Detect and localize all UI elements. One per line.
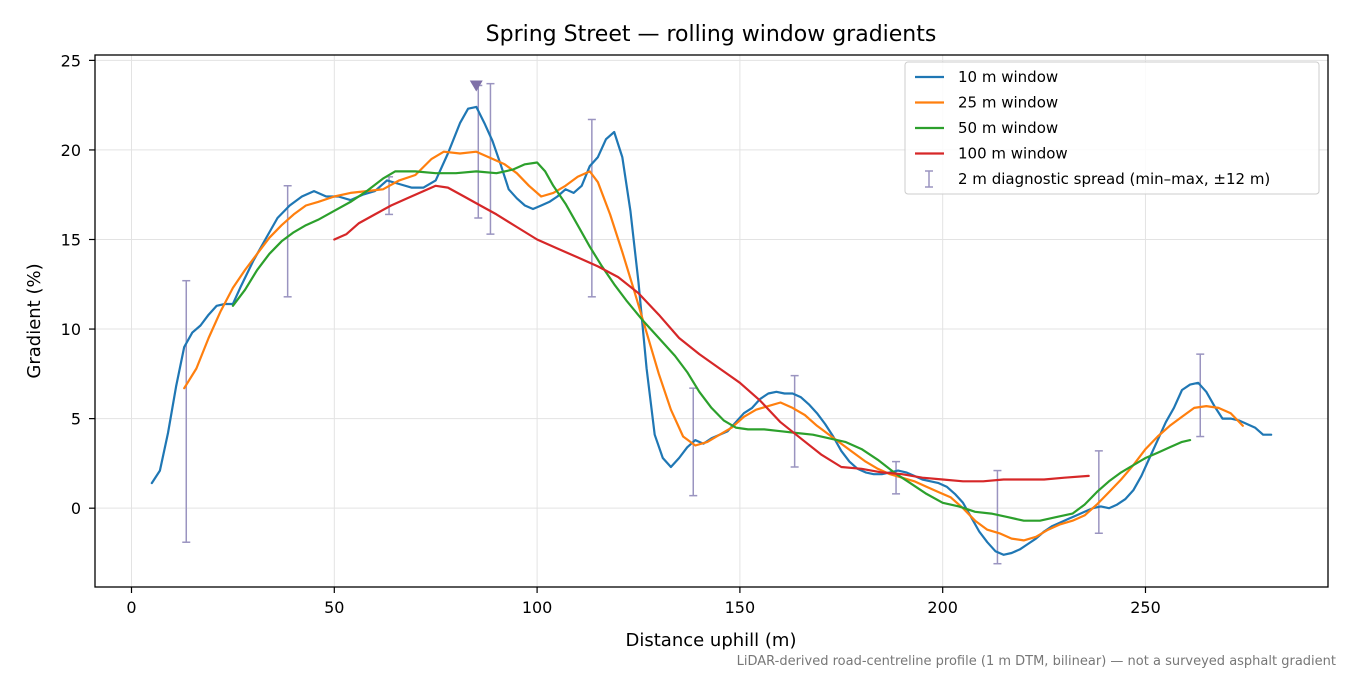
error-bar bbox=[790, 374, 799, 468]
error-bar bbox=[1094, 450, 1103, 535]
x-tick-label: 200 bbox=[927, 598, 958, 617]
y-axis-label: Gradient (%) bbox=[24, 263, 45, 378]
y-tick-label: 0 bbox=[71, 499, 81, 518]
error-bar bbox=[587, 118, 596, 298]
peak-marker bbox=[469, 80, 483, 92]
x-tick-label: 250 bbox=[1130, 598, 1161, 617]
series-line-1 bbox=[150, 105, 1273, 556]
x-tick-label: 50 bbox=[324, 598, 344, 617]
x-tick-label: 150 bbox=[725, 598, 756, 617]
legend-entry-label: 2 m diagnostic spread (min–max, ±12 m) bbox=[958, 170, 1270, 188]
error-bar bbox=[993, 469, 1002, 565]
error-bar bbox=[283, 185, 292, 298]
y-tick-label: 20 bbox=[61, 141, 81, 160]
error-bar bbox=[1196, 353, 1205, 438]
plot-frame bbox=[94, 54, 1329, 588]
x-tick-label: 100 bbox=[522, 598, 553, 617]
y-tick-label: 10 bbox=[61, 320, 81, 339]
series-lines bbox=[150, 105, 1273, 556]
y-tick-label: 5 bbox=[71, 410, 81, 429]
legend-entry-label: 100 m window bbox=[958, 145, 1068, 163]
error-bar bbox=[892, 460, 901, 495]
x-axis-ticks: 0 50 100 150 200 250 bbox=[126, 587, 1161, 617]
footnote: LiDAR-derived road-centreline profile (1… bbox=[737, 654, 1336, 669]
series-line-4 bbox=[333, 184, 1090, 483]
error-bar bbox=[182, 279, 191, 543]
legend-entry-label: 25 m window bbox=[958, 94, 1058, 112]
y-tick-label: 25 bbox=[61, 51, 81, 70]
y-axis-ticks: 0 5 10 15 20 25 bbox=[61, 51, 95, 518]
chart-title: Spring Street — rolling window gradients bbox=[486, 22, 937, 47]
series-line-2 bbox=[183, 150, 1244, 542]
x-axis-label: Distance uphill (m) bbox=[626, 630, 797, 651]
legend-entry-label: 50 m window bbox=[958, 119, 1058, 137]
y-tick-label: 15 bbox=[61, 230, 81, 249]
legend: 10 m window 25 m window 50 m window 100 m w… bbox=[904, 61, 1320, 195]
series-line-3 bbox=[231, 161, 1192, 522]
x-tick-label: 0 bbox=[126, 598, 136, 617]
legend-box bbox=[904, 61, 1320, 195]
marker-triangle bbox=[469, 80, 483, 92]
legend-entry-label: 10 m window bbox=[958, 68, 1058, 86]
